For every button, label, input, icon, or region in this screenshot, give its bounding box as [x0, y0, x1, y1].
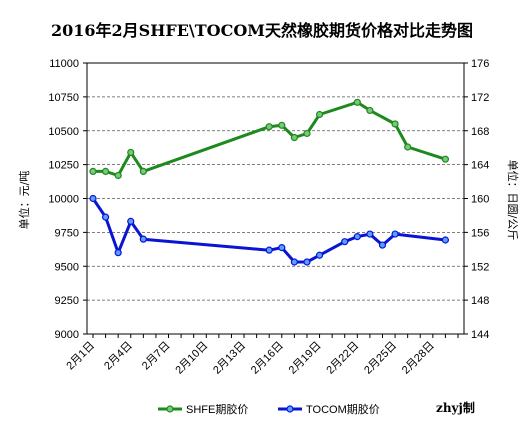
series-layer	[89, 98, 450, 266]
data-point	[391, 230, 399, 238]
chart-title: 2016年2月SHFE\TOCOM天然橡胶期货价格对比走势图	[51, 21, 473, 40]
data-point	[114, 249, 122, 257]
legend: SHFE期胶价 TOCOM期胶价	[158, 402, 380, 416]
y-right-tick-label: 144	[471, 329, 489, 341]
data-point	[303, 258, 311, 266]
y-right-tick-label: 156	[471, 227, 489, 239]
data-point	[290, 258, 298, 266]
series-line-1	[91, 197, 446, 264]
data-point	[265, 123, 273, 131]
data-point	[353, 98, 361, 106]
data-point	[278, 244, 286, 252]
data-point	[127, 148, 135, 157]
data-point	[139, 235, 147, 243]
data-point	[290, 133, 298, 142]
legend-marker	[166, 405, 174, 413]
gridlines	[87, 96, 464, 301]
y-left-tick-label: 10250	[48, 160, 79, 172]
data-point	[441, 236, 450, 244]
data-point	[404, 143, 412, 151]
data-point	[315, 110, 324, 119]
data-point	[303, 129, 311, 138]
data-point	[315, 251, 324, 259]
y-right-tick-label: 168	[471, 126, 489, 138]
data-point	[353, 233, 361, 241]
y-left-tick-label: 9000	[55, 329, 79, 341]
y-right-tick-label: 152	[471, 261, 489, 273]
y-axis-right-label: 单位：日圆/公斤	[506, 160, 520, 241]
data-point	[139, 167, 147, 175]
y-right-tick-label: 148	[471, 295, 489, 307]
y-left-tick-label: 10750	[48, 92, 79, 104]
y-left-tick-label: 10000	[48, 194, 79, 206]
y-right-tick-label: 160	[471, 194, 489, 206]
data-point	[127, 217, 135, 225]
credit-label: zhyj制	[436, 400, 475, 415]
legend-label: SHFE期胶价	[186, 402, 248, 416]
data-point	[366, 230, 374, 238]
legend-marker	[286, 405, 294, 413]
y-left-tick-label: 10500	[48, 126, 79, 138]
data-point	[101, 167, 110, 175]
y-axis-left-label: 单位：元/吨	[17, 171, 31, 230]
data-point	[278, 121, 286, 129]
legend-label: TOCOM期胶价	[306, 402, 380, 416]
y-right-tick-label: 176	[471, 58, 489, 70]
y-right-tick-label: 164	[471, 160, 489, 172]
y-left-tick-label: 9500	[55, 261, 79, 273]
data-point	[378, 241, 387, 249]
data-point	[366, 106, 374, 115]
data-point	[441, 155, 450, 163]
data-point	[391, 120, 399, 128]
data-point	[89, 167, 97, 175]
data-point	[101, 213, 110, 221]
data-point	[114, 171, 122, 180]
y-left-tick-label: 9750	[55, 227, 79, 239]
y-right-tick-label: 172	[471, 92, 489, 104]
y-left-tick-label: 9250	[55, 295, 79, 307]
data-point	[89, 194, 97, 203]
y-left-tick-label: 11000	[49, 58, 79, 70]
data-point	[265, 246, 273, 254]
data-point	[341, 238, 349, 246]
